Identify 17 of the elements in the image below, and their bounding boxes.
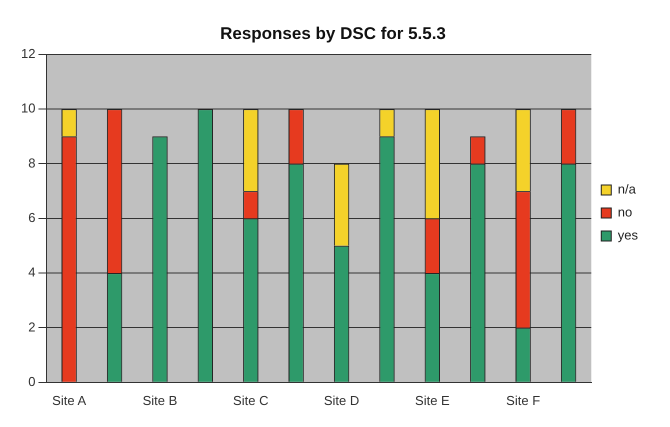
x-tick-label: Site F	[506, 392, 540, 408]
x-tick-label: Site D	[324, 392, 360, 408]
y-tick-label: 6	[28, 210, 36, 225]
x-tick-label: Site C	[233, 392, 268, 408]
chart-title: Responses by DSC for 5.5.3	[220, 24, 446, 43]
y-tick-label: 4	[28, 264, 36, 280]
y-tick-label: 2	[28, 319, 36, 334]
x-tick-label: Site E	[415, 392, 450, 408]
legend-label: no	[618, 204, 632, 220]
x-tick-label: Site A	[52, 392, 86, 408]
legend-label: yes	[618, 228, 638, 243]
legend-label: n/a	[618, 182, 637, 197]
y-tick-label: 10	[20, 100, 36, 116]
y-tick-label: 12	[20, 46, 36, 61]
y-tick-label: 0	[28, 374, 36, 389]
x-tick-label: Site B	[142, 392, 178, 408]
y-tick-label: 8	[28, 155, 36, 170]
